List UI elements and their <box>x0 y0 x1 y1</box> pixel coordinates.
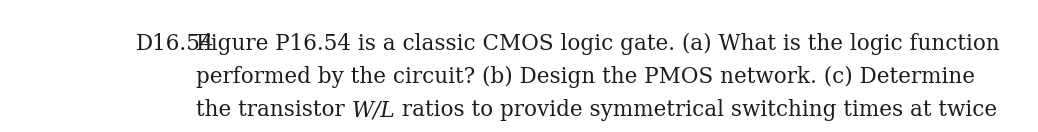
Text: performed by the circuit? (b) Design the PMOS network. (c) Determine: performed by the circuit? (b) Design the… <box>196 66 975 88</box>
Text: ratios to provide symmetrical switching times at twice: ratios to provide symmetrical switching … <box>395 99 998 121</box>
Text: W/L: W/L <box>351 99 395 121</box>
Text: the transistor: the transistor <box>196 99 351 121</box>
Text: D16.54: D16.54 <box>136 33 215 55</box>
Text: Figure P16.54 is a classic CMOS logic gate. (a) What is the logic function: Figure P16.54 is a classic CMOS logic ga… <box>196 33 1000 55</box>
